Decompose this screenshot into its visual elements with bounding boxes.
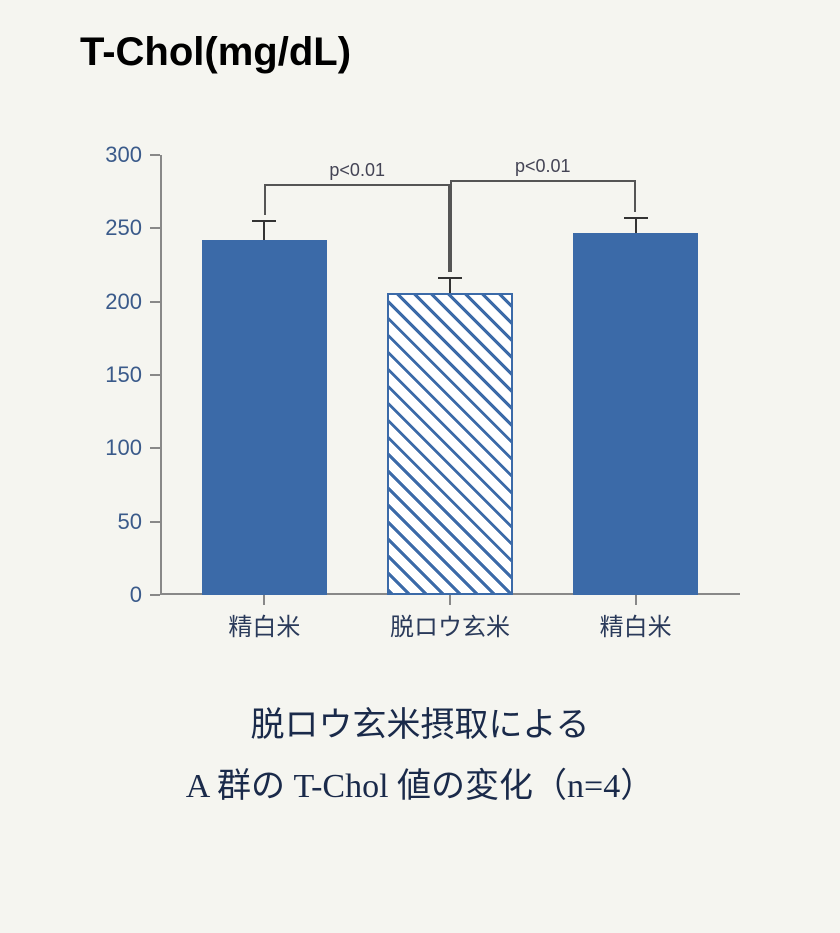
y-tick xyxy=(150,301,160,303)
y-tick xyxy=(150,594,160,596)
y-tick xyxy=(150,227,160,229)
significance-label: p<0.01 xyxy=(515,156,571,177)
error-bar xyxy=(635,218,637,233)
y-tick-label: 0 xyxy=(70,582,142,608)
y-tick-label: 200 xyxy=(70,289,142,315)
significance-bracket-leg xyxy=(450,192,452,272)
x-tick xyxy=(263,595,265,605)
significance-bracket-leg xyxy=(634,192,636,212)
x-tick-label: 精白米 xyxy=(228,607,300,642)
chart-box: 0 50 100 150 200 250 300 精白米 脱ロウ玄米 精白米 p<0.01 p<0.0… xyxy=(70,95,770,655)
y-tick xyxy=(150,521,160,523)
error-bar xyxy=(449,278,451,293)
x-tick xyxy=(635,595,637,605)
error-bar-cap xyxy=(624,217,648,219)
bar xyxy=(202,240,328,595)
y-tick-label: 50 xyxy=(70,509,142,535)
y-tick xyxy=(150,154,160,156)
x-tick xyxy=(449,595,451,605)
error-bar-cap xyxy=(252,220,276,222)
caption: 脱ロウ玄米摂取による A 群の T-Chol 値の変化（n=4） xyxy=(50,695,790,817)
significance-label: p<0.01 xyxy=(329,160,385,181)
y-tick-label: 150 xyxy=(70,362,142,388)
error-bar-cap xyxy=(438,277,462,279)
y-tick-label: 100 xyxy=(70,435,142,461)
x-tick-label: 脱ロウ玄米 xyxy=(390,607,510,642)
significance-bracket xyxy=(450,180,636,192)
y-tick xyxy=(150,374,160,376)
caption-line-2: A 群の T-Chol 値の変化（n=4） xyxy=(50,756,790,817)
bar xyxy=(387,293,513,595)
y-tick-label: 300 xyxy=(70,142,142,168)
bar xyxy=(573,233,699,595)
caption-line-1: 脱ロウ玄米摂取による xyxy=(50,695,790,756)
x-tick-label: 精白米 xyxy=(600,607,672,642)
y-tick-label: 250 xyxy=(70,215,142,241)
chart-container: T-Chol(mg/dL) 050100150200250300精白米脱ロウ玄米… xyxy=(0,0,840,933)
significance-bracket xyxy=(264,184,450,196)
chart-title: T-Chol(mg/dL) xyxy=(80,30,790,75)
error-bar xyxy=(263,221,265,240)
y-tick xyxy=(150,447,160,449)
significance-bracket-leg xyxy=(264,196,266,215)
